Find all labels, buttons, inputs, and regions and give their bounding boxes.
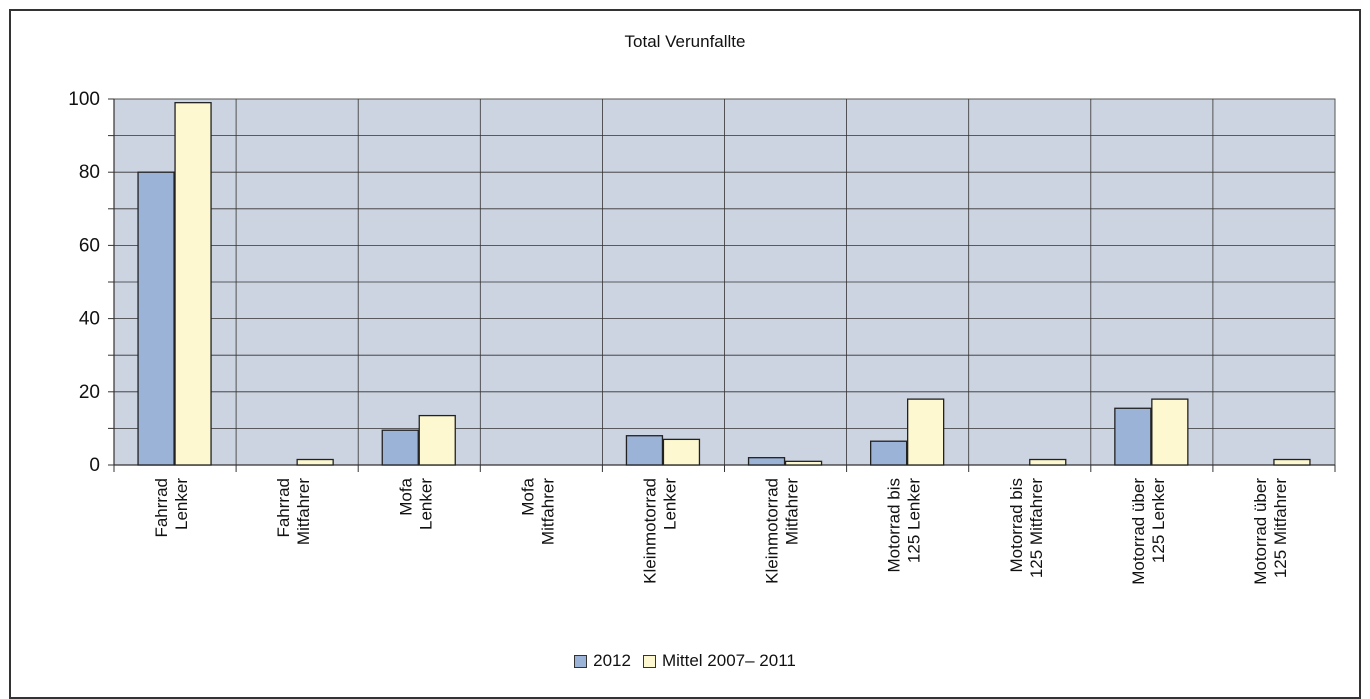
x-tick-label: Motorrad bis125 Lenker (885, 478, 924, 573)
bar-series-mittel-0 (174, 102, 212, 466)
bar-series-mittel-4 (662, 438, 701, 466)
bar-series-2012-0 (137, 171, 175, 466)
y-tick-label: 20 (79, 382, 100, 403)
bar-series-mittel-9 (1273, 458, 1311, 466)
bar-series-2012-2 (381, 429, 419, 466)
legend-label-mittel: Mittel 2007– 2011 (661, 651, 796, 670)
chart-title: Total Verunfallte (624, 32, 746, 51)
x-tick-label: Motorrad bis125 Mitfahrer (1007, 478, 1046, 578)
bar-series-2012-5 (747, 457, 786, 466)
legend-item-2012: 2012 (574, 651, 631, 671)
x-tick-label: MofaMitfahrer (518, 477, 557, 545)
bar-series-mittel-8 (1151, 398, 1189, 466)
y-tick-label: 100 (68, 89, 100, 110)
legend-item-mittel: Mittel 2007– 2011 (642, 651, 796, 671)
bar-series-2012-6 (870, 440, 908, 466)
x-tick-label: FahrradMitfahrer (274, 478, 313, 545)
x-tick-label: KleinmotorradMitfahrer (763, 478, 802, 584)
legend-swatch-mittel (642, 654, 656, 668)
bar-series-mittel-1 (296, 458, 334, 466)
x-tick-label: Motorrad über125 Lenker (1129, 478, 1168, 585)
legend: 2012 Mittel 2007– 2011 (0, 651, 1370, 671)
bar-series-2012-8 (1114, 407, 1152, 466)
bar-series-mittel-6 (907, 398, 945, 466)
x-tick-label: Motorrad über125 Mitfahrer (1251, 478, 1290, 585)
y-tick-label: 0 (89, 455, 100, 476)
bar-series-2012-4 (625, 435, 664, 466)
y-tick-label: 60 (79, 235, 100, 256)
x-tick-label: MofaLenker (396, 477, 435, 530)
x-tick-label: FahrradLenker (152, 478, 191, 538)
y-tick-label: 80 (79, 162, 100, 183)
legend-label-2012: 2012 (593, 651, 631, 670)
legend-swatch-2012 (574, 654, 588, 668)
y-tick-label: 40 (79, 309, 100, 330)
bar-series-mittel-2 (418, 414, 456, 466)
x-tick-label: KleinmotorradLenker (640, 478, 679, 584)
bar-series-mittel-5 (784, 460, 823, 466)
bar-series-mittel-7 (1029, 458, 1067, 466)
